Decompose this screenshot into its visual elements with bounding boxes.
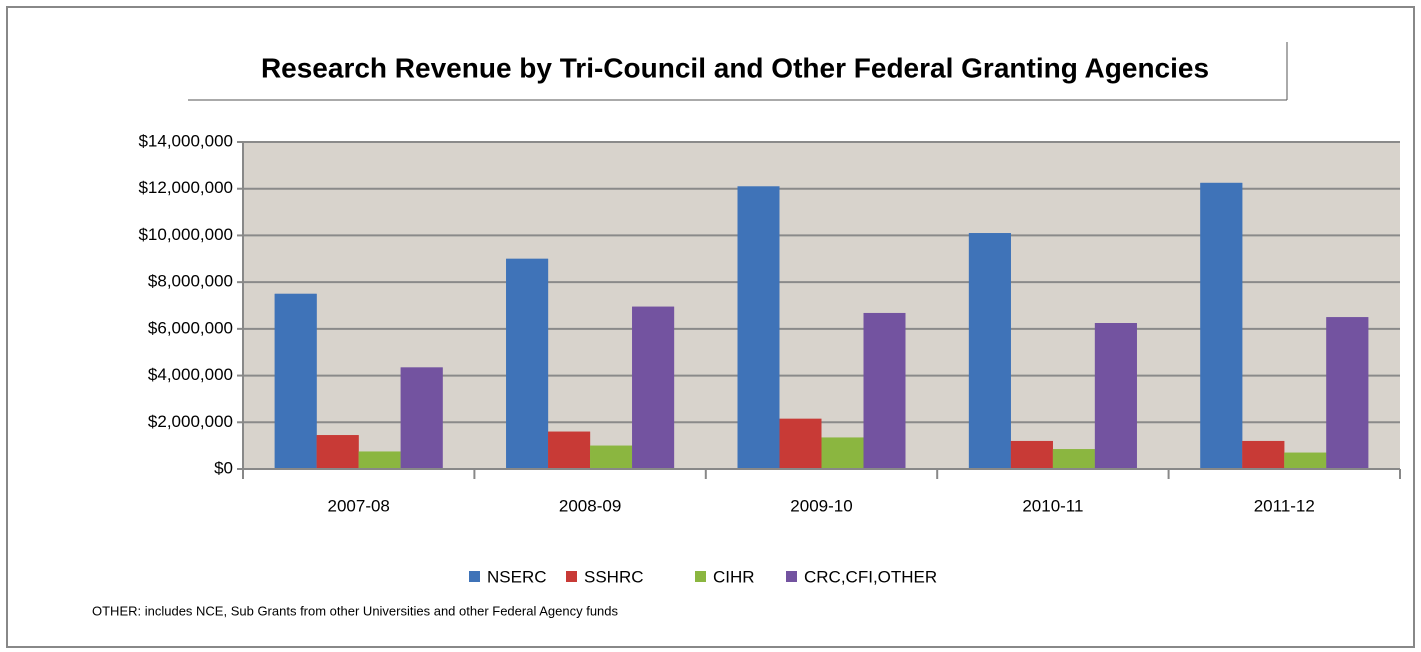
legend-label: CIHR <box>713 567 755 586</box>
bar <box>779 418 822 469</box>
y-tick-label: $2,000,000 <box>148 412 233 431</box>
x-tick-label: 2007-08 <box>328 496 390 515</box>
bar <box>274 293 317 469</box>
legend-swatch <box>786 571 797 582</box>
bar <box>1200 182 1243 469</box>
x-tick-label: 2008-09 <box>559 496 621 515</box>
bar <box>737 186 780 469</box>
legend-swatch <box>469 571 480 582</box>
bar <box>968 233 1011 469</box>
chart-title: Research Revenue by Tri-Council and Othe… <box>261 52 1209 83</box>
bar <box>316 435 359 469</box>
bar <box>506 258 549 469</box>
y-tick-label: $14,000,000 <box>138 131 233 150</box>
bar <box>1010 440 1053 469</box>
legend-label: SSHRC <box>584 567 644 586</box>
bar <box>1052 449 1095 469</box>
bar <box>1242 440 1285 469</box>
bar <box>400 367 443 469</box>
y-tick-label: $6,000,000 <box>148 318 233 337</box>
bar <box>863 312 906 469</box>
bar <box>590 445 633 469</box>
bar <box>358 451 401 469</box>
x-tick-label: 2010-11 <box>1022 496 1083 515</box>
bar <box>1094 323 1137 469</box>
bar <box>1284 452 1327 469</box>
legend-swatch <box>695 571 706 582</box>
bar <box>548 431 591 469</box>
legend-swatch <box>566 571 577 582</box>
y-tick-label: $0 <box>214 458 233 477</box>
bar <box>821 437 864 469</box>
y-tick-label: $10,000,000 <box>138 225 233 244</box>
y-tick-label: $4,000,000 <box>148 365 233 384</box>
annotation: OTHER: includes NCE, Sub Grants from oth… <box>92 603 619 618</box>
y-tick-label: $8,000,000 <box>148 272 233 291</box>
legend-label: CRC,CFI,OTHER <box>804 567 937 586</box>
y-tick-label: $12,000,000 <box>138 178 233 197</box>
legend-label: NSERC <box>487 567 547 586</box>
x-tick-label: 2009-10 <box>790 496 852 515</box>
bar <box>1326 317 1369 469</box>
bar <box>632 306 675 469</box>
x-tick-label: 2011-12 <box>1254 496 1315 515</box>
